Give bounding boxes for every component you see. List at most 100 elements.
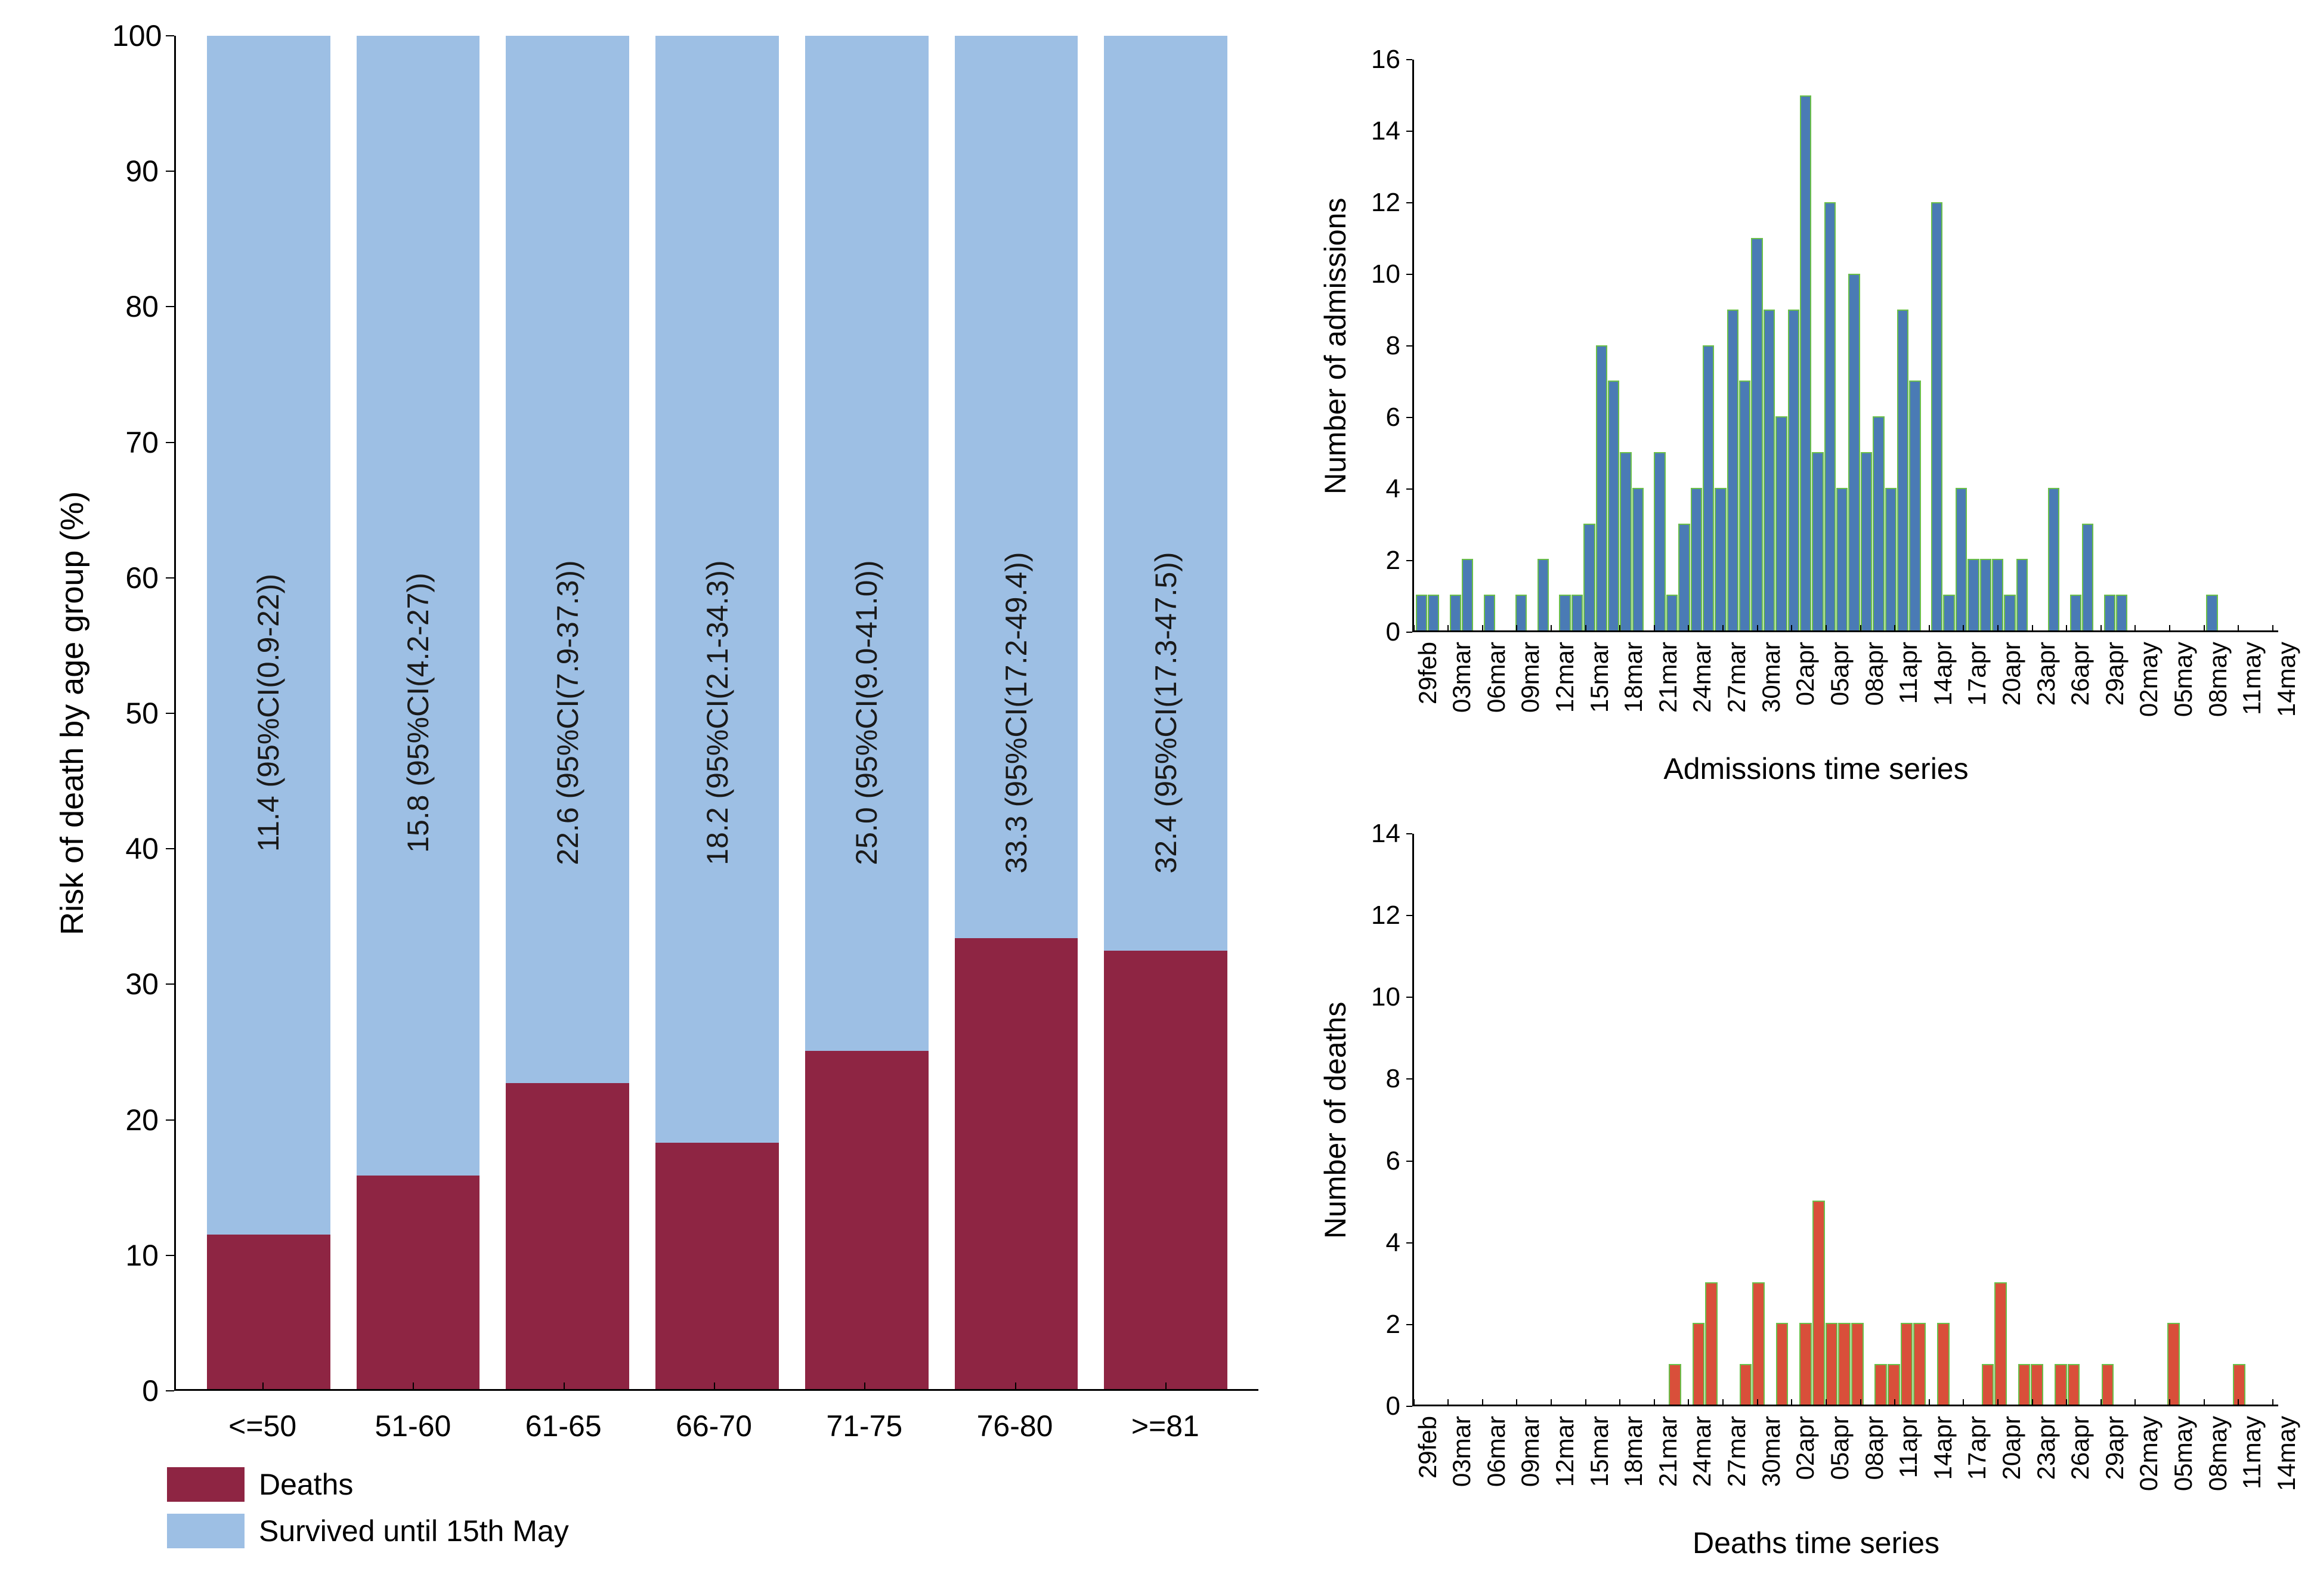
plot-area: 11.4 (95%CI(0.9-22)) 15.8 (95%CI(4.2-27)… xyxy=(174,36,1258,1391)
y-tick: 60 xyxy=(112,561,174,595)
x-tick: 24mar xyxy=(1682,1406,1694,1520)
deaths-y-label: Number of deaths xyxy=(1306,834,1365,1406)
bar-deaths xyxy=(655,1143,779,1389)
admissions-x-label: Admissions time series xyxy=(1306,746,2278,786)
ts-bar xyxy=(1838,1323,1851,1405)
x-tick xyxy=(1419,632,1430,746)
bar-group: 22.6 (95%CI(7.9-37.3)) xyxy=(506,36,629,1389)
bar-survived xyxy=(506,36,629,1083)
x-tick xyxy=(2049,1406,2060,1520)
admissions-plot xyxy=(1412,60,2278,632)
ts-bar xyxy=(1909,381,1920,630)
x-tick xyxy=(1866,632,1877,746)
y-tick-label: 2 xyxy=(1369,1310,1406,1340)
x-tick xyxy=(2255,632,2266,746)
x-tick xyxy=(1625,1406,1636,1520)
deaths-chart: Number of deaths 02468101214 29feb03mar0… xyxy=(1306,834,2278,1560)
bar-ci-label: 15.8 (95%CI(4.2-27)) xyxy=(401,573,435,853)
x-tick xyxy=(1659,632,1670,746)
x-tick xyxy=(1557,632,1568,746)
y-tick-label: 0 xyxy=(112,1374,166,1408)
y-tick: 10 xyxy=(112,1238,174,1273)
x-tick xyxy=(1453,632,1465,746)
ts-bar xyxy=(1620,452,1631,630)
x-tick: 61-65 xyxy=(488,1391,639,1443)
y-tick-label: 4 xyxy=(1369,474,1406,504)
y-tick-label: 60 xyxy=(112,561,166,595)
bar-ci-label: 11.4 (95%CI(0.9-22)) xyxy=(251,574,286,852)
x-tick xyxy=(1900,632,1911,746)
x-tick xyxy=(1877,632,1888,746)
x-tick: 03mar xyxy=(1442,1406,1453,1520)
x-tick xyxy=(1762,632,1774,746)
x-tick xyxy=(1832,1406,1843,1520)
y-tick: 4 xyxy=(1369,1228,1412,1258)
bar-ci-label: 33.3 (95%CI(17.2-49.4)) xyxy=(999,552,1034,873)
x-tick xyxy=(1453,1406,1465,1520)
x-tick: 05may xyxy=(2163,632,2174,746)
x-tick xyxy=(2015,632,2026,746)
ts-bar xyxy=(1874,1364,1887,1405)
x-tick xyxy=(2106,632,2117,746)
deaths-x-ticks: 29feb03mar06mar09mar12mar15mar18mar21mar… xyxy=(1407,1406,2278,1520)
ts-bar xyxy=(2104,595,2115,630)
ts-bar xyxy=(1851,1323,1864,1405)
x-tick xyxy=(2152,632,2163,746)
legend: DeathsSurvived until 15th May xyxy=(36,1443,1258,1560)
ts-bar xyxy=(1484,595,1495,630)
deaths-x-label: Deaths time series xyxy=(1306,1520,2278,1560)
y-tick-label: 6 xyxy=(1369,1146,1406,1176)
x-tick xyxy=(1946,1406,1957,1520)
x-tick: 02may xyxy=(2129,1406,2140,1520)
bar-deaths xyxy=(506,1083,629,1389)
ts-bar xyxy=(1751,238,1762,630)
bar-deaths xyxy=(955,938,1078,1389)
admissions-y-label: Number of admissions xyxy=(1306,60,1365,632)
x-tick xyxy=(2220,632,2232,746)
x-tick xyxy=(1533,1406,1545,1520)
ts-bar xyxy=(1901,1323,1913,1405)
x-tick: >=81 xyxy=(1090,1391,1240,1443)
x-tick xyxy=(1934,1406,1945,1520)
bar-ci-label: 32.4 (95%CI(17.3-47.5)) xyxy=(1149,552,1183,873)
x-tick: 14may xyxy=(2266,1406,2278,1520)
ts-bar xyxy=(1931,202,1942,630)
y-tick-label: 40 xyxy=(112,831,166,866)
x-tick: 12mar xyxy=(1545,632,1556,746)
ts-bar xyxy=(1669,1364,1681,1405)
deaths-y-axis: 02468101214 xyxy=(1365,834,1412,1406)
x-tick xyxy=(1843,1406,1854,1520)
ts-bar xyxy=(1571,595,1583,630)
x-tick: 17apr xyxy=(1957,632,1969,746)
x-tick xyxy=(1522,632,1533,746)
x-tick: 21mar xyxy=(1648,632,1659,746)
x-tick-label: 14may xyxy=(2272,642,2301,717)
ts-bar xyxy=(1848,274,1860,630)
x-tick xyxy=(1430,632,1441,746)
x-tick: 08apr xyxy=(1854,1406,1866,1520)
ts-bar xyxy=(1897,310,1908,630)
x-tick xyxy=(1499,632,1511,746)
x-tick: 29feb xyxy=(1407,1406,1419,1520)
x-tick: 17apr xyxy=(1957,1406,1969,1520)
ts-bar xyxy=(2031,1364,2043,1405)
x-tick: 06mar xyxy=(1476,632,1487,746)
x-tick-label: 14may xyxy=(2272,1416,2301,1491)
ts-bar xyxy=(1885,488,1897,630)
x-tick xyxy=(1636,632,1648,746)
ts-bar xyxy=(1788,310,1799,630)
x-tick: 24mar xyxy=(1682,632,1694,746)
y-tick-label: 90 xyxy=(112,154,166,188)
x-tick: 11apr xyxy=(1889,632,1900,746)
x-tick: 20apr xyxy=(1991,632,2003,746)
x-tick xyxy=(1694,632,1705,746)
x-tick: 02apr xyxy=(1786,632,1797,746)
bar-group: 18.2 (95%CI(2.1-34.3)) xyxy=(655,36,779,1389)
y-tick-label: 10 xyxy=(112,1238,166,1273)
ts-bar xyxy=(2016,559,2028,630)
x-tick: 71-75 xyxy=(789,1391,939,1443)
ts-bar xyxy=(1450,595,1461,630)
bar-deaths xyxy=(357,1176,480,1390)
x-tick: 09mar xyxy=(1511,632,1522,746)
x-tick: 14may xyxy=(2266,632,2278,746)
